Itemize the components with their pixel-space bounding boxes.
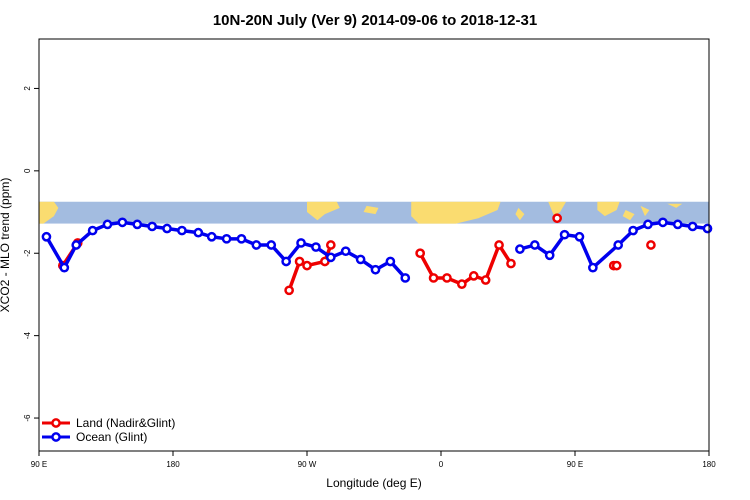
data-point [588,262,598,273]
y-axis-label: XCO2 - MLO trend (ppm) [0,178,12,313]
legend: Land (Nadir&Glint)Ocean (Glint) [42,416,175,444]
data-point [687,221,698,232]
data-point [236,233,247,244]
legend-item: Land (Nadir&Glint) [42,416,175,430]
data-point [552,213,562,224]
data-point [162,223,172,234]
y-tick-label: 0 [23,168,32,173]
data-point [428,273,439,283]
map-land [363,205,379,215]
legend-swatch-marker [51,418,61,428]
data-point [415,248,426,259]
y-tick-label: -4 [23,332,32,340]
legend-item: Ocean (Glint) [42,430,147,444]
data-point [59,262,70,273]
legend-label: Land (Nadir&Glint) [76,416,175,430]
data-point [206,231,217,242]
map-land [597,201,620,217]
data-point [355,254,366,265]
x-axis: 90 E 180 90 W 0 90 E 180 [31,451,716,469]
series-line [44,220,407,280]
data-point [281,256,292,267]
data-point [340,246,351,257]
data-point [370,264,381,275]
x-tick-label: 180 [166,460,180,469]
world-map-strip [39,201,709,224]
data-point [672,219,683,230]
data-point [385,256,396,267]
data-point [251,240,262,250]
data-point [221,233,232,244]
data-point [193,227,204,238]
data-point [284,285,294,296]
data-point [400,273,411,283]
data-point [574,231,585,242]
data-point [266,240,277,250]
data-point [71,240,82,250]
data-point [702,223,713,234]
data-point [646,240,656,250]
data-point [177,225,187,236]
data-point [515,244,525,254]
data-point [117,217,128,228]
data-point [302,260,312,271]
map-land [548,201,567,217]
series-ocean [41,217,713,283]
y-axis: 2 0 -2 -4 -6 [23,86,39,422]
data-point [442,273,452,283]
data-point [325,240,336,250]
chart-title: 10N-20N July (Ver 9) 2014-09-06 to 2018-… [213,12,537,29]
data-point [296,238,306,248]
x-tick-label: 90 E [31,460,47,469]
y-tick-label: -6 [23,414,32,422]
data-point [494,240,504,250]
data-point [41,231,52,242]
x-axis-label: Longitude (deg E) [326,476,421,490]
map-land [622,209,635,221]
x-tick-label: 180 [702,460,716,469]
plot-frame [38,38,710,452]
x-tick-label: 0 [439,460,444,469]
data-point [611,260,622,271]
map-land [39,201,59,224]
map-land [640,205,650,217]
x-tick-label: 90 E [567,460,583,469]
legend-swatch-marker [51,432,61,442]
data-point [147,221,158,232]
data-point [311,242,321,252]
data-point [559,229,570,240]
data-point [657,217,668,228]
data-point [480,275,491,285]
map-land [515,207,525,221]
map-land [307,201,340,221]
map-land [411,201,501,224]
data-point [529,240,540,250]
data-point [544,250,555,261]
data-point [294,256,305,267]
data-point [613,240,624,250]
map-land [667,203,683,208]
data-point [325,252,336,263]
y-tick-label: -2 [23,249,32,257]
y-tick-label: 2 [23,86,32,91]
data-point [132,219,143,230]
data-point [87,225,98,236]
data-point [456,279,467,289]
data-point [468,271,479,281]
data-point [643,219,653,230]
series-layer [41,213,713,296]
data-point [506,258,516,269]
data-point [628,225,638,236]
x-tick-label: 90 W [298,460,317,469]
legend-label: Ocean (Glint) [76,430,147,444]
data-point [102,219,113,230]
